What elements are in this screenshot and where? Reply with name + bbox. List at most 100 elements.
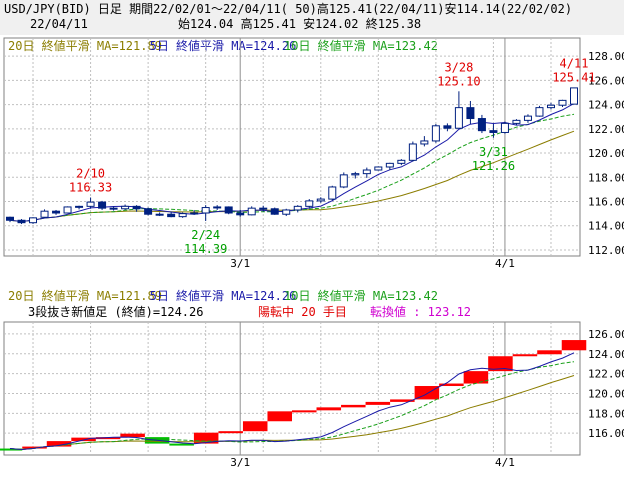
candle-body bbox=[52, 210, 61, 214]
candle-body bbox=[247, 207, 256, 216]
tlb-brick bbox=[46, 441, 72, 447]
candle-body bbox=[155, 213, 164, 216]
candle-xtick-label: 3/1 bbox=[230, 257, 250, 270]
candle-body bbox=[523, 115, 532, 121]
candle-body bbox=[167, 213, 176, 218]
candle-body bbox=[190, 212, 199, 215]
candle-ytick-label: 126.00 bbox=[588, 74, 624, 87]
tlb-brick bbox=[390, 399, 415, 402]
candle-annotation-price: 114.39 bbox=[184, 242, 227, 256]
candle-ytick-label: 120.00 bbox=[588, 147, 624, 160]
candle-body bbox=[535, 107, 544, 117]
candle-body bbox=[75, 205, 84, 208]
candle-body bbox=[500, 122, 509, 133]
tlb-legend-ma5: 5日 終値平滑 MA=124.26 bbox=[150, 288, 297, 303]
candle-body bbox=[121, 205, 130, 210]
tlb-legend-ma10: 10日 終値平滑 MA=123.42 bbox=[284, 288, 438, 303]
candle-ytick-label: 118.00 bbox=[588, 171, 624, 184]
candle-body bbox=[109, 207, 118, 210]
candle-body bbox=[259, 207, 268, 210]
candle-body bbox=[293, 205, 302, 211]
candle-body bbox=[328, 186, 337, 200]
tlb-brick bbox=[120, 433, 145, 438]
candle-body bbox=[397, 159, 406, 164]
candle-legend-ma10: 10日 終値平滑 MA=123.42 bbox=[284, 38, 438, 53]
tlb-brick bbox=[561, 340, 587, 351]
candle-ytick-label: 114.00 bbox=[588, 220, 624, 233]
tlb-brick bbox=[95, 437, 121, 440]
tlb-brick bbox=[292, 410, 317, 413]
tlb-ytick-label: 116.00 bbox=[588, 427, 624, 440]
candle-body bbox=[546, 104, 555, 109]
tlb-brick bbox=[365, 401, 391, 405]
tlb-ytick-label: 124.00 bbox=[588, 348, 624, 361]
candle-body bbox=[374, 166, 383, 171]
candle-annotation-date: 4/11 bbox=[560, 57, 589, 71]
candle-ytick-label: 112.00 bbox=[588, 244, 624, 257]
tlb-brick bbox=[22, 446, 47, 449]
candle-body bbox=[512, 119, 521, 124]
tlb-brick bbox=[242, 421, 268, 432]
tlb-info-status: 陽転中 20 手目 bbox=[258, 304, 347, 319]
candle-body bbox=[339, 174, 348, 188]
candle-legend-ma5: 5日 終値平滑 MA=124.26 bbox=[150, 38, 297, 53]
candle-body bbox=[6, 216, 14, 221]
candle-annotation-date: 3/28 bbox=[444, 60, 473, 74]
tlb-info-reversal: 転換値 : 123.12 bbox=[370, 304, 471, 319]
candle-ytick-label: 128.00 bbox=[588, 50, 624, 63]
tlb-brick bbox=[439, 383, 464, 387]
candle-ytick-label: 122.00 bbox=[588, 123, 624, 136]
tlb-brick bbox=[267, 411, 292, 422]
tlb-xtick-label: 4/1 bbox=[495, 456, 515, 469]
tlb-brick bbox=[316, 407, 342, 411]
candle-body bbox=[305, 200, 314, 207]
candle-body bbox=[29, 217, 38, 224]
candle-frame bbox=[3, 37, 581, 257]
candle-body bbox=[224, 206, 233, 214]
tlb-brick bbox=[71, 437, 96, 442]
tlb-brick bbox=[537, 350, 562, 355]
candle-annotation-date: 2/10 bbox=[76, 167, 105, 181]
candle-annotation-price: 116.33 bbox=[69, 181, 112, 195]
candle-body bbox=[178, 213, 187, 218]
candle-body bbox=[570, 87, 578, 105]
candle-body bbox=[408, 143, 417, 161]
tlb-brick bbox=[0, 448, 23, 451]
candle-body bbox=[362, 169, 371, 175]
candle-annotation-price: 125.41 bbox=[552, 71, 595, 85]
candle-body bbox=[144, 208, 153, 215]
candle-body bbox=[63, 206, 72, 214]
candle-body bbox=[270, 208, 279, 215]
candle-body bbox=[477, 118, 486, 132]
tlb-brick bbox=[341, 404, 366, 408]
candle-body bbox=[489, 130, 498, 133]
candle-xtick-label: 4/1 bbox=[495, 257, 515, 270]
candle-ytick-label: 124.00 bbox=[588, 99, 624, 112]
tlb-brick bbox=[414, 386, 440, 400]
header-background bbox=[0, 0, 624, 35]
candle-body bbox=[236, 212, 245, 216]
candle-ytick-label: 116.00 bbox=[588, 196, 624, 209]
candle-body bbox=[454, 107, 463, 129]
candle-legend-ma20: 20日 終値平滑 MA=121.89 bbox=[8, 38, 162, 53]
candle-body bbox=[316, 198, 325, 202]
tlb-ytick-label: 118.00 bbox=[588, 407, 624, 420]
candle-annotation-date: 2/24 bbox=[191, 228, 220, 242]
tlb-brick bbox=[169, 443, 194, 446]
tlb-ytick-label: 122.00 bbox=[588, 368, 624, 381]
candle-annotation-price: 121.26 bbox=[472, 159, 515, 173]
candle-annotation-date: 3/31 bbox=[479, 145, 508, 159]
candle-body bbox=[282, 209, 291, 215]
candle-body bbox=[443, 125, 452, 129]
tlb-brick bbox=[218, 431, 243, 434]
candle-body bbox=[431, 125, 440, 142]
tlb-brick bbox=[463, 371, 489, 384]
tlb-brick bbox=[193, 432, 219, 444]
candle-body bbox=[17, 219, 26, 224]
candle-body bbox=[351, 173, 360, 176]
header-date: 22/04/11 bbox=[30, 17, 88, 31]
tlb-ytick-label: 126.00 bbox=[588, 328, 624, 341]
